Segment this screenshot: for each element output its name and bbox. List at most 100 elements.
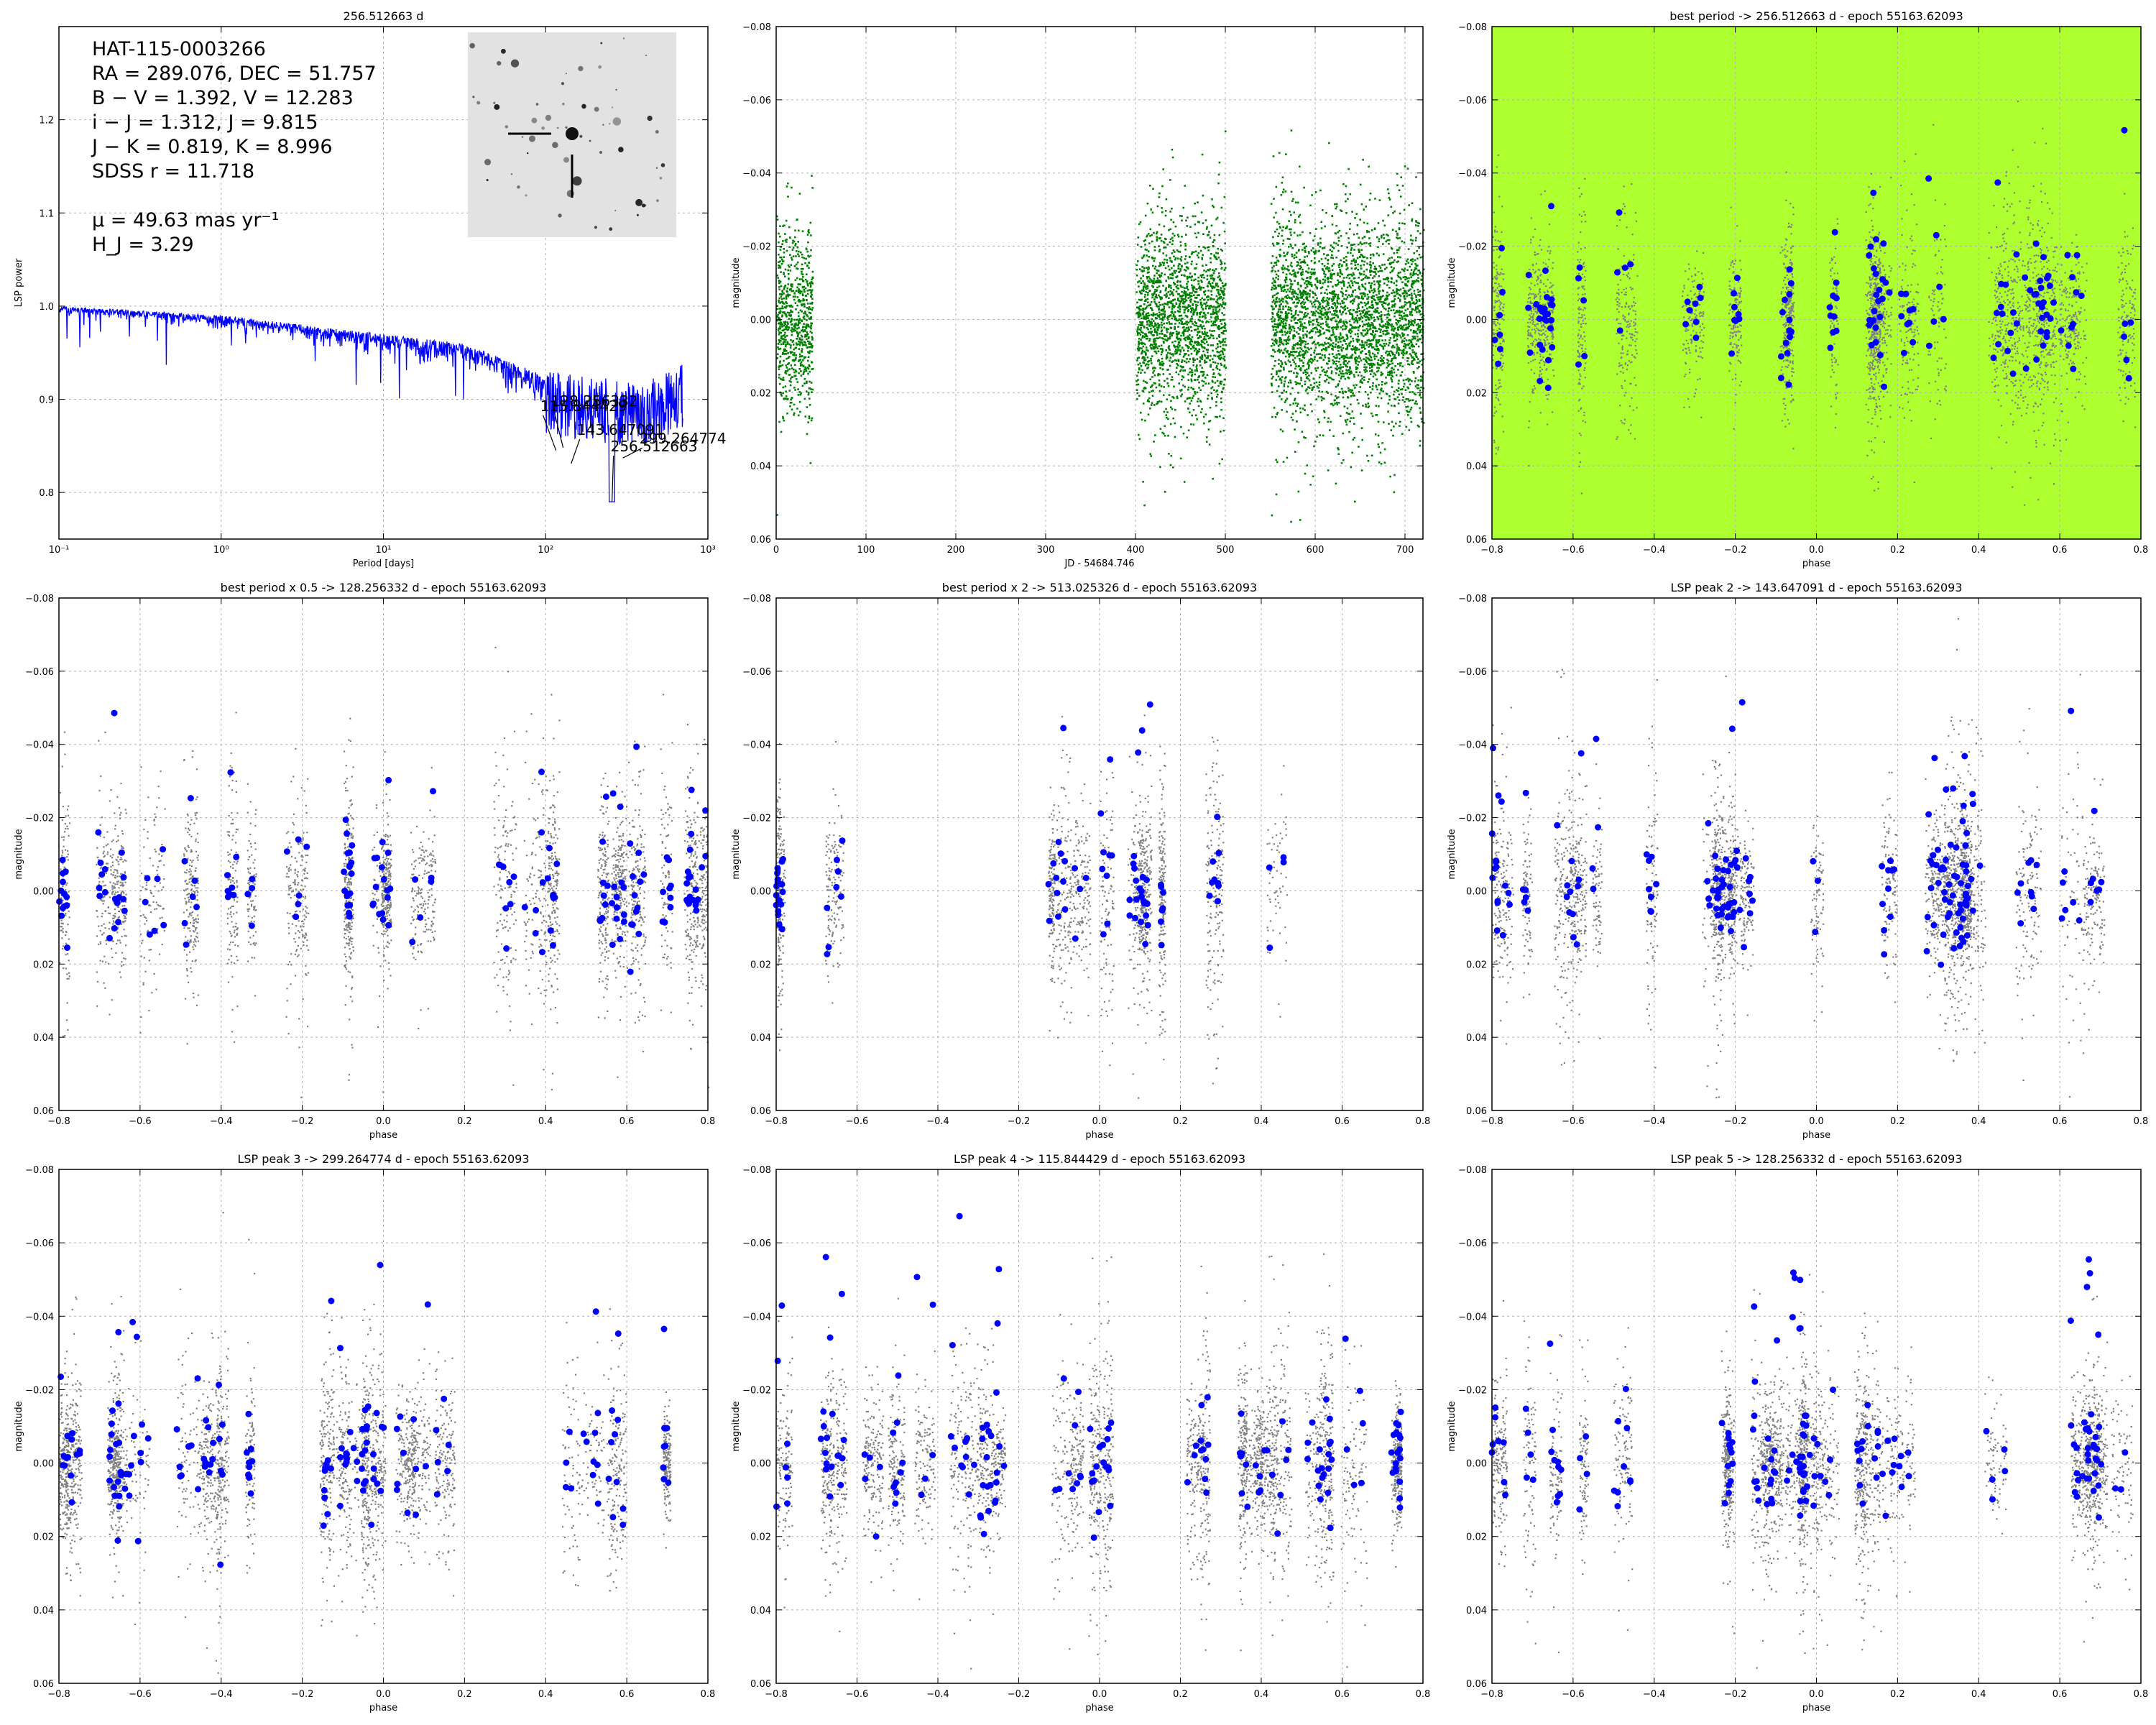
y-axis-label: magnitude — [1447, 1401, 1457, 1451]
x-tick-label: 0.2 — [1173, 1116, 1188, 1127]
y-tick-label: −0.02 — [1458, 814, 1487, 824]
x-tick-label: 0 — [773, 545, 779, 556]
x-tick-label: 700 — [1396, 545, 1414, 556]
y-tick-label: −0.04 — [1458, 169, 1487, 180]
y-tick-label: −0.02 — [1458, 242, 1487, 253]
y-tick-label: 1.2 — [39, 116, 54, 126]
y-axis-label: magnitude — [14, 1401, 24, 1451]
y-tick-label: −0.04 — [742, 1312, 771, 1322]
x-tick-label: 0.2 — [457, 1116, 472, 1127]
y-tick-label: 0.02 — [1466, 388, 1487, 399]
y-tick-label: 0.04 — [750, 1033, 771, 1044]
object-color-bv: B − V = 1.392, V = 12.283 — [92, 86, 377, 111]
y-tick-label: −0.08 — [742, 594, 771, 604]
y-tick-label: 0.00 — [33, 886, 54, 897]
x-tick-label: −0.6 — [129, 1689, 152, 1700]
binned-points — [773, 702, 1287, 957]
x-tick-label: 0.6 — [2053, 1689, 2068, 1700]
y-tick-label: −0.06 — [742, 96, 771, 106]
object-color-ij: i − J = 1.312, J = 9.815 — [92, 111, 377, 135]
x-tick-label: 0.8 — [2134, 545, 2149, 556]
object-coords: RA = 289.076, DEC = 51.757 — [92, 62, 377, 86]
x-tick-label: 300 — [1037, 545, 1055, 556]
y-tick-label: −0.06 — [1458, 667, 1487, 678]
x-axis-label: Period [days] — [353, 558, 415, 569]
y-tick-label: 0.02 — [33, 1532, 54, 1543]
chart-title: LSP peak 3 -> 299.264774 d - epoch 55163… — [237, 1152, 529, 1166]
y-tick-label: −0.02 — [1458, 1385, 1487, 1396]
x-tick-label: 0.4 — [1971, 545, 1986, 556]
y-tick-label: −0.08 — [25, 594, 54, 604]
y-tick-label: −0.04 — [1458, 1312, 1487, 1322]
object-proper-motion: μ = 49.63 mas yr⁻¹ — [92, 208, 377, 233]
x-axis-label: phase — [1802, 558, 1830, 569]
chart-phased-double: −0.8 −0.6 −0.4 −0.2 0.0 0.2 0.4 0.6 0.8−0.08−0.0… — [731, 581, 1430, 1141]
y-tick-label: 0.00 — [1466, 886, 1487, 897]
chart-phased-peak5: −0.8 −0.6 −0.4 −0.2 0.0 0.2 0.4 0.6 0.8−0.08−0.0… — [1447, 1152, 2148, 1714]
x-tick-label: 0.4 — [1254, 1689, 1269, 1700]
peak-label: 299.264774 — [640, 430, 727, 447]
object-id: HAT-115-0003266 — [92, 37, 377, 62]
x-tick-label: 0.4 — [1254, 1116, 1269, 1127]
x-tick-label: −0.2 — [1724, 1689, 1747, 1700]
x-tick-label: −0.2 — [1008, 1689, 1031, 1700]
y-tick-label: 0.06 — [750, 1679, 771, 1690]
y-tick-label: 0.00 — [750, 315, 771, 326]
x-tick-label: −0.2 — [1724, 545, 1747, 556]
y-tick-label: 0.00 — [750, 1459, 771, 1470]
chart-phased-best: −0.8 −0.6 −0.4 −0.2 0.0 0.2 0.4 0.6 0.8−0.08−0.0… — [1447, 9, 2148, 569]
x-tick-label: −0.8 — [47, 1689, 70, 1700]
x-tick-label: 0.8 — [2134, 1116, 2149, 1127]
chart-title: LSP peak 2 -> 143.647091 d - epoch 55163… — [1670, 581, 1962, 594]
x-tick-label: 600 — [1307, 545, 1325, 556]
x-tick-label: 0.0 — [1809, 1689, 1824, 1700]
x-tick-label: −0.6 — [1562, 1116, 1585, 1127]
peak-arrow — [571, 439, 580, 464]
x-tick-label: 0.6 — [619, 1116, 635, 1127]
y-tick-label: 0.02 — [750, 388, 771, 399]
y-tick-label: −0.04 — [25, 740, 54, 751]
y-tick-label: 0.04 — [1466, 1606, 1487, 1616]
y-tick-label: 0.06 — [33, 1106, 54, 1117]
y-axis-label: magnitude — [731, 257, 742, 308]
x-tick-label: −0.6 — [846, 1689, 869, 1700]
y-tick-label: 0.9 — [39, 395, 54, 406]
y-tick-label: −0.06 — [25, 1238, 54, 1249]
x-tick-label: 0.8 — [1416, 1116, 1431, 1127]
y-tick-label: −0.02 — [742, 814, 771, 824]
x-tick-label: 0.4 — [1971, 1116, 1986, 1127]
x-tick-label: 10³ — [700, 545, 716, 556]
object-info-panel: HAT-115-0003266 RA = 289.076, DEC = 51.7… — [92, 37, 377, 257]
y-axis-label: magnitude — [1447, 257, 1457, 308]
x-tick-label: 0.2 — [1890, 1116, 1905, 1127]
y-tick-label: −0.08 — [742, 22, 771, 33]
peak-arrow — [612, 456, 614, 502]
phased-points — [59, 647, 709, 1098]
y-tick-label: 1.0 — [39, 302, 54, 313]
x-tick-label: −0.8 — [765, 1116, 788, 1127]
x-tick-label: 400 — [1127, 545, 1145, 556]
x-tick-label: −0.4 — [926, 1689, 949, 1700]
y-tick-label: 0.06 — [1466, 1679, 1487, 1690]
x-tick-label: 0.8 — [2134, 1689, 2149, 1700]
x-tick-label: 0.0 — [376, 1116, 391, 1127]
x-tick-label: −0.8 — [1480, 545, 1503, 556]
object-reduced-pm: H_J = 3.29 — [92, 233, 377, 257]
y-tick-label: 0.8 — [39, 488, 54, 499]
y-axis-label: LSP power — [14, 258, 24, 307]
x-tick-label: 0.0 — [1092, 1116, 1107, 1127]
y-tick-label: −0.04 — [25, 1312, 54, 1322]
x-tick-label: 0.4 — [1971, 1689, 1986, 1700]
y-tick-label: −0.06 — [742, 1238, 771, 1249]
x-tick-label: 0.8 — [701, 1116, 716, 1127]
x-tick-label: 0.2 — [457, 1689, 472, 1700]
y-tick-label: 0.04 — [33, 1606, 54, 1616]
y-tick-label: 0.00 — [1466, 315, 1487, 326]
chart-phased-peak2: −0.8 −0.6 −0.4 −0.2 0.0 0.2 0.4 0.6 0.8−0.08−0.0… — [1447, 581, 2148, 1141]
y-axis-label: magnitude — [731, 829, 742, 879]
x-tick-label: 0.8 — [1416, 1689, 1431, 1700]
y-tick-label: 0.06 — [33, 1679, 54, 1690]
x-tick-label: 0.6 — [1335, 1689, 1350, 1700]
chart-phased-peak4: −0.8 −0.6 −0.4 −0.2 0.0 0.2 0.4 0.6 0.8−0.08−0.0… — [731, 1152, 1430, 1714]
y-tick-label: −0.08 — [742, 1165, 771, 1176]
